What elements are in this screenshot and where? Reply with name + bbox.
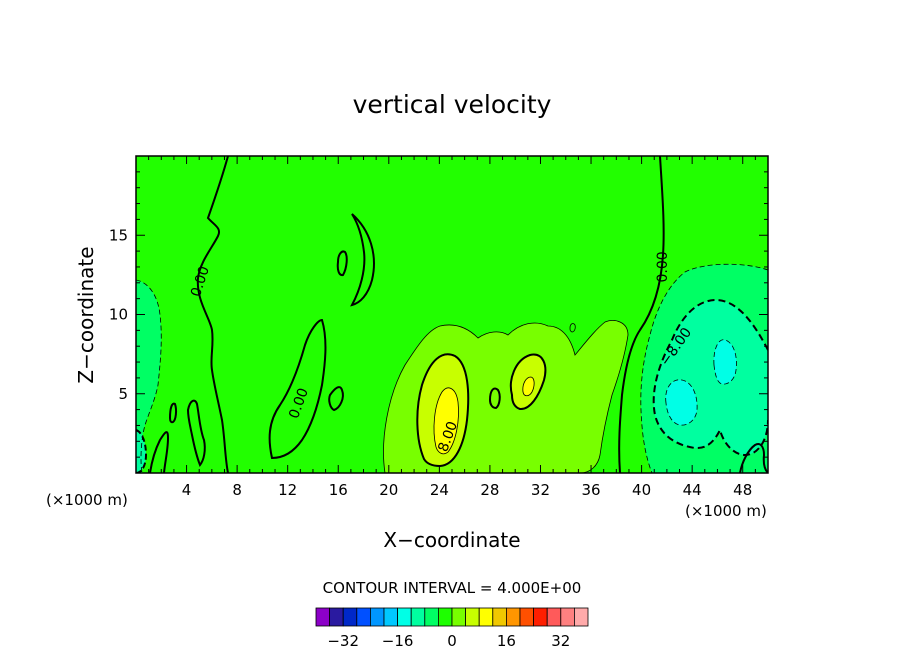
downdraft-core-level-minus-12 — [713, 339, 737, 385]
x-tick-label: 4 — [182, 481, 192, 499]
colorbar-swatch — [505, 607, 521, 627]
colorbar-swatch — [478, 607, 494, 627]
y-tick-label: 15 — [109, 226, 128, 244]
colorbar-swatch — [369, 607, 385, 627]
x-axis-ticks: 4 8 12 16 20 24 28 32 36 40 44 48 — [148, 156, 756, 499]
colorbar-swatch — [424, 607, 439, 627]
colorbar-swatch — [315, 607, 331, 627]
colorbar-tick-label: 0 — [447, 632, 457, 650]
zero-contour-bottom-right — [739, 443, 768, 473]
colorbar-swatch — [560, 607, 575, 627]
colorbar-swatch — [342, 607, 358, 627]
colorbar-swatch — [465, 607, 480, 627]
y-tick-label: 5 — [118, 385, 128, 403]
small-contour-left — [186, 399, 206, 467]
colorbar-swatch — [492, 607, 507, 627]
x-tick-label: 48 — [733, 481, 752, 499]
colorbar-swatch — [383, 607, 399, 627]
x-tick-label: 20 — [379, 481, 398, 499]
x-tick-label: 40 — [632, 481, 651, 499]
wiggle-contour — [328, 386, 344, 412]
downdraft-core-level-minus-12 — [665, 379, 698, 426]
x-tick-label: 44 — [683, 481, 702, 499]
y-axis-ticks: 5 10 15 — [109, 171, 768, 458]
updraft-core-level-12 — [434, 387, 459, 454]
chart-title: vertical velocity — [353, 90, 552, 119]
x-tick-label: 12 — [278, 481, 297, 499]
colorbar-swatch — [437, 607, 453, 627]
colorbar-swatch — [329, 607, 344, 627]
x-tick-label: 24 — [430, 481, 449, 499]
updraft-core-level-12 — [522, 377, 535, 396]
y-axis-label: Z−coordinate — [74, 246, 98, 383]
zero-contour-crescent — [350, 213, 375, 307]
colorbar-tick-label: −32 — [327, 632, 359, 650]
zero-contour-bottom-left — [149, 431, 170, 473]
small-contour-left — [168, 402, 178, 424]
thin-contour-lines — [383, 320, 629, 473]
colorbar-swatch — [574, 607, 589, 627]
x-tick-label: 8 — [232, 481, 242, 499]
zero-contour-mid — [268, 318, 327, 460]
zero-contour-left — [196, 156, 229, 473]
colorbar-swatch — [451, 607, 467, 627]
zero-contour-right — [618, 156, 665, 473]
x-tick-label: 28 — [480, 481, 499, 499]
colorbar-tick-label: 32 — [551, 632, 570, 650]
colorbar-tick-labels: −32 −16 0 16 32 — [327, 632, 570, 650]
colorbar — [315, 607, 589, 627]
downdraft-region-left — [136, 280, 162, 473]
colorbar-swatch — [533, 607, 548, 627]
eight-contour-outline — [510, 353, 547, 410]
colorbar-swatch — [519, 607, 535, 627]
colorbar-tick-label: 16 — [497, 632, 516, 650]
contour-lines — [149, 156, 768, 473]
x-unit-right: (×1000 m) — [685, 502, 767, 520]
small-contour — [488, 387, 501, 410]
colorbar-tick-label: −16 — [382, 632, 414, 650]
zero-contour-oval — [336, 250, 348, 277]
y-tick-label: 10 — [109, 306, 128, 324]
x-unit-left: (×1000 m) — [46, 491, 128, 509]
contour-label: 0.00 — [655, 251, 671, 282]
negative-contour-lines — [136, 263, 768, 473]
colorbar-swatch — [546, 607, 562, 627]
contour-interval-text: CONTOUR INTERVAL = 4.000E+00 — [323, 579, 582, 597]
x-tick-label: 32 — [531, 481, 550, 499]
x-axis-label: X−coordinate — [383, 528, 520, 552]
colorbar-swatch — [397, 607, 412, 627]
x-tick-label: 16 — [329, 481, 348, 499]
x-tick-label: 36 — [581, 481, 600, 499]
colorbar-swatch — [410, 607, 426, 627]
plot-area: 0.000.008.000.00−8.00 — [136, 156, 768, 473]
colorbar-swatch — [356, 607, 371, 627]
